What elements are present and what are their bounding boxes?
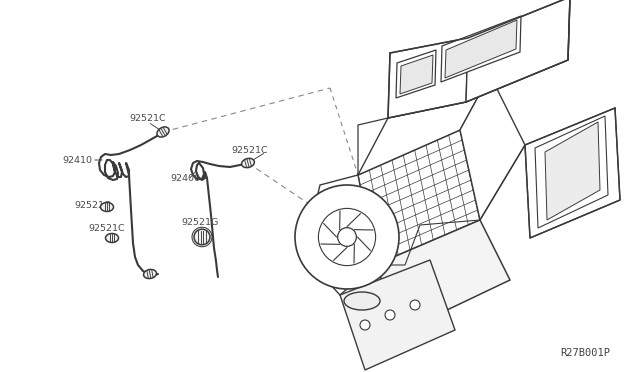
Ellipse shape <box>157 127 169 137</box>
Text: 92521G: 92521G <box>181 218 218 227</box>
Polygon shape <box>396 50 436 98</box>
Text: 92521C: 92521C <box>130 113 166 122</box>
Polygon shape <box>460 75 525 220</box>
Circle shape <box>338 228 356 246</box>
Circle shape <box>360 320 370 330</box>
Polygon shape <box>466 0 570 102</box>
Polygon shape <box>525 108 620 238</box>
Text: 92521C: 92521C <box>74 201 111 209</box>
Text: 92521C: 92521C <box>88 224 125 232</box>
Ellipse shape <box>100 202 113 212</box>
Polygon shape <box>445 20 517 78</box>
Polygon shape <box>400 55 433 94</box>
Polygon shape <box>375 220 510 330</box>
Circle shape <box>410 300 420 310</box>
Circle shape <box>385 310 395 320</box>
Ellipse shape <box>143 269 156 279</box>
Circle shape <box>295 185 399 289</box>
Polygon shape <box>388 38 468 118</box>
Polygon shape <box>340 260 455 370</box>
Polygon shape <box>441 16 521 82</box>
Text: 92410: 92410 <box>62 155 92 164</box>
Ellipse shape <box>242 158 254 168</box>
Text: R27B001P: R27B001P <box>560 348 610 358</box>
Ellipse shape <box>194 229 210 245</box>
Polygon shape <box>388 60 568 118</box>
Polygon shape <box>358 130 480 265</box>
Ellipse shape <box>344 292 380 310</box>
Circle shape <box>319 208 376 266</box>
Text: 92521C: 92521C <box>231 145 268 154</box>
Polygon shape <box>545 122 600 220</box>
Polygon shape <box>358 75 490 175</box>
Polygon shape <box>535 116 608 228</box>
Text: 92400: 92400 <box>170 173 200 183</box>
Ellipse shape <box>106 234 118 243</box>
Polygon shape <box>303 175 375 295</box>
